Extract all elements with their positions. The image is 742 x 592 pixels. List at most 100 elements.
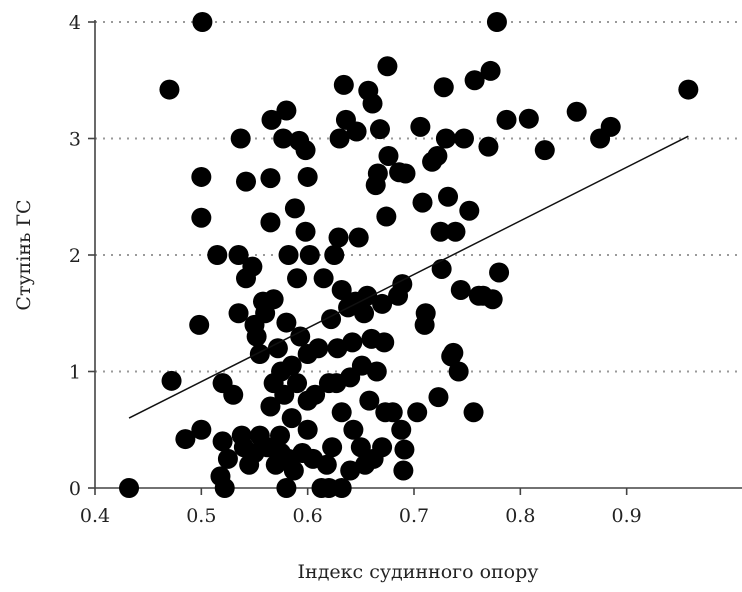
data-point-142 (453, 128, 474, 149)
data-point-4 (191, 419, 212, 440)
data-point-77 (324, 245, 345, 265)
data-point-156 (566, 101, 587, 122)
data-point-65 (297, 166, 318, 187)
data-point-35 (260, 168, 281, 189)
data-point-158 (600, 116, 621, 137)
data-point-119 (391, 419, 412, 440)
data-point-138 (443, 342, 464, 363)
y-tick-label-3: 3 (69, 129, 81, 151)
axes (88, 20, 742, 495)
data-point-71 (313, 268, 334, 289)
data-point-8 (192, 12, 213, 32)
data-point-94 (348, 227, 369, 248)
data-point-140 (448, 361, 469, 382)
data-point-151 (486, 12, 507, 32)
data-point-61 (295, 140, 316, 161)
data-point-145 (464, 70, 485, 91)
data-point-134 (433, 77, 454, 98)
data-point-56 (287, 268, 308, 289)
data-point-123 (395, 163, 416, 184)
data-point-122 (394, 439, 415, 460)
data-point-16 (228, 245, 249, 265)
data-point-50 (278, 245, 299, 265)
data-point-97 (354, 303, 375, 324)
data-point-68 (305, 384, 326, 405)
data-point-124 (407, 402, 428, 423)
data-point-133 (431, 258, 452, 279)
data-point-143 (459, 200, 480, 221)
data-point-144 (463, 402, 484, 423)
data-point-111 (374, 332, 395, 353)
data-point-53 (283, 460, 304, 481)
data-point-0 (119, 478, 140, 498)
data-point-80 (328, 227, 349, 248)
tick-labels: 0 1 2 3 4 0.4 0.5 0.6 0.7 0.8 0.9 (69, 12, 642, 527)
data-point-55 (287, 373, 308, 394)
data-point-15 (223, 384, 244, 405)
data-point-22 (235, 171, 256, 192)
y-tick-label-0: 0 (69, 478, 81, 500)
data-point-82 (331, 478, 352, 498)
data-point-109 (372, 437, 393, 458)
data-point-38 (263, 289, 284, 310)
data-point-135 (435, 128, 456, 149)
data-point-13 (214, 478, 235, 498)
data-point-159 (678, 79, 699, 100)
data-point-85 (333, 74, 354, 95)
data-point-130 (427, 145, 448, 166)
data-point-141 (450, 279, 471, 300)
data-point-46 (276, 478, 297, 498)
data-point-7 (191, 166, 212, 187)
data-point-18 (230, 128, 251, 149)
data-point-91 (343, 419, 364, 440)
data-point-103 (362, 93, 383, 114)
data-point-6 (191, 207, 212, 228)
data-point-93 (346, 121, 367, 142)
data-point-40 (267, 338, 288, 359)
y-tick-label-1: 1 (69, 362, 81, 384)
data-point-60 (295, 221, 316, 242)
data-point-139 (445, 221, 466, 242)
data-point-3 (175, 429, 196, 450)
data-point-45 (274, 384, 295, 405)
data-point-76 (322, 437, 343, 458)
data-point-5 (189, 314, 210, 335)
data-point-69 (308, 338, 329, 359)
data-point-113 (376, 206, 397, 227)
data-point-116 (382, 402, 403, 423)
data-point-48 (276, 100, 297, 121)
data-point-28 (249, 344, 270, 365)
data-point-101 (359, 390, 380, 411)
data-point-17 (228, 303, 249, 324)
data-point-81 (329, 128, 350, 149)
data-point-136 (438, 186, 459, 207)
x-axis-title: Індекс судинного опору (298, 561, 539, 583)
data-point-58 (290, 326, 311, 347)
data-point-66 (299, 245, 320, 265)
y-tick-label-2: 2 (69, 245, 81, 267)
data-point-52 (281, 408, 302, 429)
data-point-110 (372, 293, 393, 314)
data-point-131 (428, 387, 449, 408)
x-tick-label-0.7: 0.7 (399, 505, 429, 527)
data-point-95 (350, 437, 371, 458)
data-point-47 (276, 312, 297, 333)
x-tick-label-0.9: 0.9 (612, 505, 642, 527)
data-point-44 (273, 128, 294, 149)
data-point-125 (410, 116, 431, 137)
data-point-126 (412, 192, 433, 213)
y-axis-title: Ступінь ГС (13, 199, 35, 310)
x-tick-label-0.4: 0.4 (80, 505, 110, 527)
data-point-72 (316, 454, 337, 475)
data-point-128 (415, 303, 436, 324)
data-point-2 (159, 79, 180, 100)
data-point-149 (480, 60, 501, 81)
x-tick-label-0.5: 0.5 (186, 505, 216, 527)
data-point-153 (496, 109, 517, 130)
data-point-36 (261, 109, 282, 130)
data-point-24 (242, 256, 263, 277)
x-tick-label-0.8: 0.8 (505, 505, 535, 527)
data-point-115 (378, 145, 399, 166)
data-point-107 (367, 163, 388, 184)
